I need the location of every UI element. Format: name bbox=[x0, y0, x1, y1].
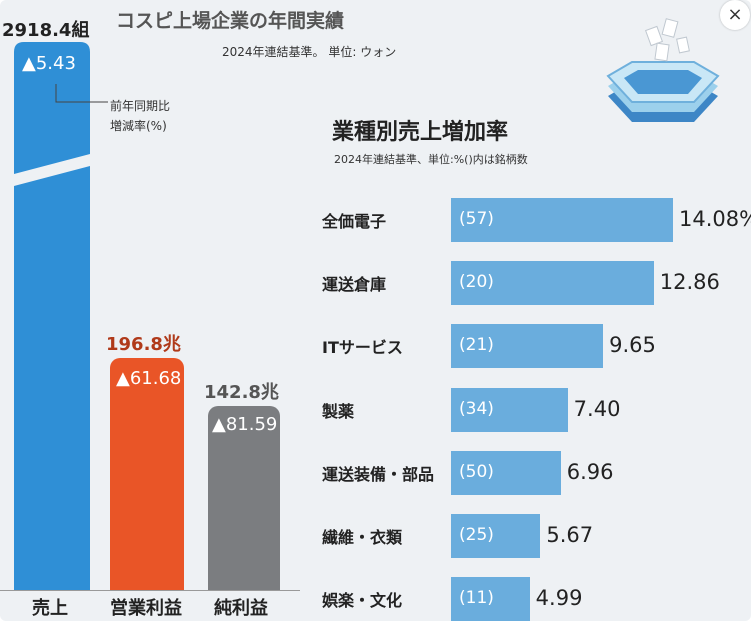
industry-value-label: 4.99 bbox=[535, 586, 583, 611]
growth-note-line2: 増減率(%) bbox=[110, 119, 167, 133]
industry-bar bbox=[451, 198, 673, 242]
industry-bar bbox=[451, 450, 561, 495]
industry-count-label: (34) bbox=[459, 398, 494, 419]
sales-growth-label: ▲5.43 bbox=[22, 53, 76, 74]
close-button[interactable]: × bbox=[720, 0, 750, 30]
main-title: コスピ上場企業の年間実績 bbox=[116, 10, 345, 32]
operating-profit-bar bbox=[110, 358, 184, 590]
operating-profit-value-label: 196.8兆 bbox=[106, 334, 181, 355]
industry-category-label: 全価電子 bbox=[322, 212, 387, 231]
net-profit-bar bbox=[208, 406, 280, 590]
industry-bar bbox=[451, 577, 530, 621]
industry-category-label: 繊維・衣類 bbox=[322, 528, 403, 547]
industry-count-label: (25) bbox=[459, 525, 494, 545]
sales-value-label: 2918.4組 bbox=[2, 20, 90, 41]
industry-count-label: (11) bbox=[459, 588, 494, 609]
sales-bar bbox=[14, 42, 90, 590]
industry-bar bbox=[451, 514, 541, 558]
industry-bar bbox=[451, 387, 568, 432]
industry-category-label: 製薬 bbox=[322, 401, 355, 421]
industry-value-label: 12.86 bbox=[659, 270, 720, 295]
growth-note-line1: 前年同期比 bbox=[110, 99, 171, 113]
industry-category-label: 運送倉庫 bbox=[322, 275, 387, 295]
operating-profit-category-label: 営業利益 bbox=[110, 598, 182, 619]
net-profit-growth-label: ▲81.59 bbox=[212, 414, 278, 435]
growth-note: 前年同期比 増減率(%) bbox=[110, 96, 170, 136]
industry-value-label: 6.96 bbox=[566, 459, 614, 484]
industry-bar bbox=[451, 324, 604, 369]
industry-category-label: ITサービス bbox=[322, 338, 403, 358]
industry-chart-subtitle: 2024年連結基準、単位:%()内は銘柄数 bbox=[334, 153, 528, 166]
sales-category-label: 売上 bbox=[32, 598, 68, 619]
industry-count-label: (21) bbox=[459, 335, 494, 356]
net-profit-category-label: 純利益 bbox=[214, 598, 268, 619]
note-connector-line bbox=[55, 84, 108, 103]
left-chart-baseline bbox=[0, 590, 300, 591]
industry-chart-title: 業種別売上増加率 bbox=[332, 120, 509, 145]
main-subtitle: 2024年連結基準。 単位: ウォン bbox=[222, 45, 397, 59]
industry-category-label: 運送装備・部品 bbox=[322, 464, 435, 484]
industry-value-label: 5.67 bbox=[546, 523, 594, 547]
industry-bar bbox=[451, 261, 654, 306]
industry-value-label: 9.65 bbox=[609, 333, 656, 358]
industry-count-label: (57) bbox=[459, 209, 494, 229]
industry-value-label: 7.40 bbox=[573, 396, 621, 421]
industry-value-label: 14.08% bbox=[679, 207, 751, 231]
industry-count-label: (50) bbox=[459, 461, 494, 482]
net-profit-value-label: 142.8兆 bbox=[204, 382, 279, 403]
industry-count-label: (20) bbox=[459, 272, 494, 293]
box-illustration-icon bbox=[606, 18, 720, 122]
industry-category-label: 娯楽・文化 bbox=[322, 591, 403, 611]
operating-profit-growth-label: ▲61.68 bbox=[116, 368, 182, 389]
